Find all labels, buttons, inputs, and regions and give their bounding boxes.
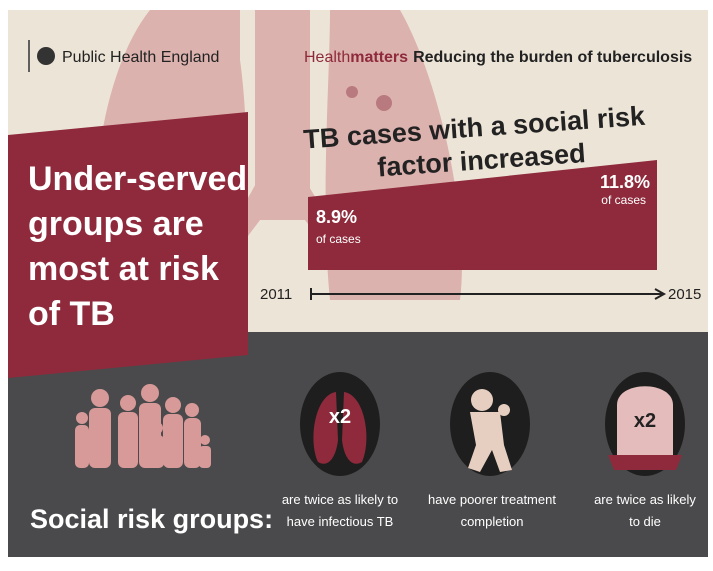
end-note: of cases [601,193,646,207]
start-year: 2011 [260,286,292,303]
header-title: Healthmatters Reducing the burden of tube… [304,49,692,66]
risk-label: Social risk groups: [30,504,273,534]
organisation: Public Health England [62,49,219,66]
headline-line: Under-served [28,160,247,198]
headline-box [8,112,248,378]
crest-icon [37,47,55,65]
risk-caption: are twice as likely [594,492,696,507]
brand-light: Health [304,49,350,66]
lung-spot [346,86,358,98]
start-value: 8.9% [316,207,357,227]
risk-caption: have infectious TB [287,514,394,529]
risk-caption: to die [629,514,661,529]
headline-line: most at risk [28,250,219,288]
ground [608,455,682,470]
end-value: 11.8% [600,172,650,192]
end-year: 2015 [668,286,701,303]
risk-caption: completion [461,514,524,529]
brand-bold: matters [350,49,408,66]
infographic: Public Health England Healthmatters Reduc… [0,0,713,571]
start-note: of cases [316,232,361,246]
risk-caption: are twice as likely to [282,492,398,507]
lung-spot [376,95,392,111]
title: Reducing the burden of tuberculosis [413,49,692,66]
headline-line: groups are [28,205,204,243]
headline-line: of TB [28,295,115,333]
badge: x2 [329,406,351,428]
badge: x2 [634,410,656,432]
risk-caption: have poorer treatment [428,492,556,507]
